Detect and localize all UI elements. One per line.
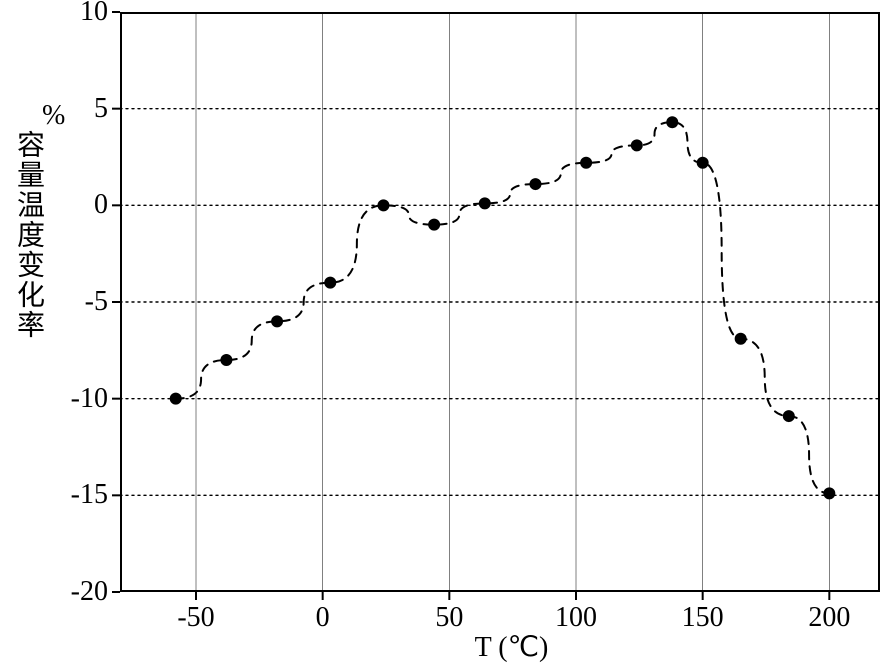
- data-point: [824, 488, 835, 499]
- data-point: [325, 277, 336, 288]
- data-point: [479, 198, 490, 209]
- data-point: [429, 219, 440, 230]
- data-point: [530, 179, 541, 190]
- chart-container: 容量温度变化率 % -20-15-10-50510-50050100150200…: [0, 0, 896, 668]
- data-point: [667, 117, 678, 128]
- data-point: [697, 157, 708, 168]
- data-point: [631, 140, 642, 151]
- series-svg: [0, 0, 896, 668]
- data-point: [735, 333, 746, 344]
- x-axis-title: T (℃): [475, 630, 549, 664]
- data-point: [272, 316, 283, 327]
- data-point: [783, 411, 794, 422]
- data-point: [581, 157, 592, 168]
- data-point: [170, 393, 181, 404]
- data-point: [378, 200, 389, 211]
- data-point: [221, 355, 232, 366]
